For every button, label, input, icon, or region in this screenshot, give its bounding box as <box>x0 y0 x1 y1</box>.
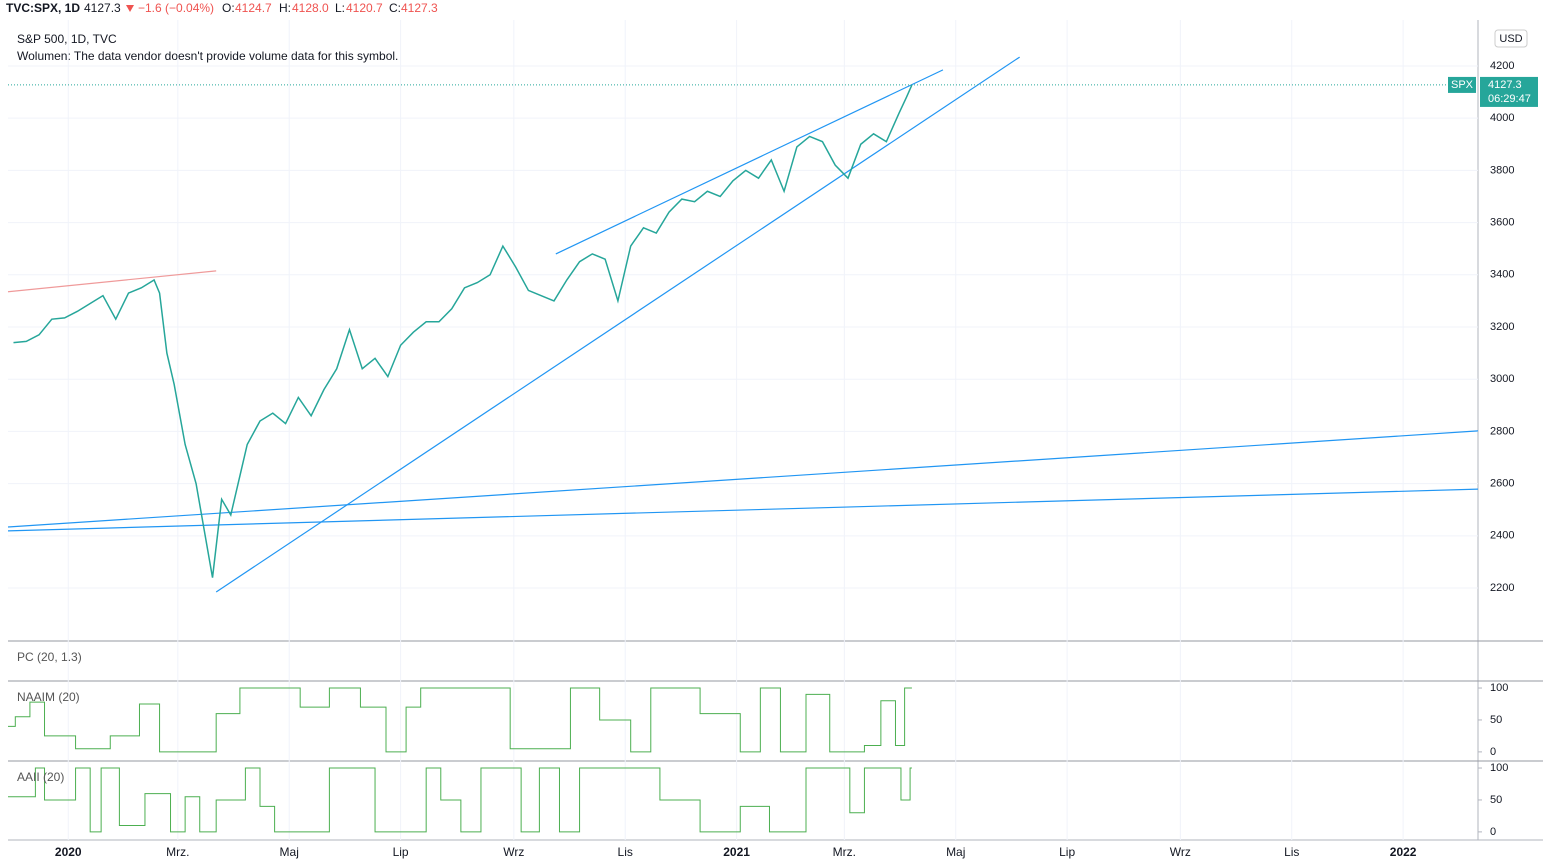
x-tick-label: 2021 <box>723 845 750 859</box>
ohlc-label: H: <box>279 1 291 15</box>
trendline <box>7 488 1479 532</box>
y-tick-label: 3400 <box>1490 269 1514 281</box>
volume-note: Wolumen: The data vendor doesn't provide… <box>17 49 398 63</box>
indicator-title: NAAIM (20) <box>17 690 80 704</box>
y-tick-label: 2400 <box>1490 530 1514 542</box>
symbol: TVC:SPX, 1D <box>6 1 80 15</box>
indicator-line <box>8 767 912 833</box>
y-tick-label: 50 <box>1490 794 1502 806</box>
y-tick-label: 4000 <box>1490 112 1514 124</box>
change: −1.6 (−0.04%) <box>138 1 214 15</box>
last-price: 4127.3 <box>84 1 121 15</box>
y-tick-label: 3000 <box>1490 373 1514 385</box>
down-arrow <box>126 5 134 12</box>
ohlc-value: 4120.7 <box>346 1 383 15</box>
price-tag-bg <box>1480 76 1538 107</box>
ohlc-label: C: <box>389 1 401 15</box>
x-tick-label: Maj <box>280 845 299 859</box>
y-tick-label: 2600 <box>1490 478 1514 490</box>
x-tick-label: Mrz. <box>833 845 856 859</box>
y-tick-label: 3600 <box>1490 216 1514 228</box>
y-tick-label: 2200 <box>1490 582 1514 594</box>
x-tick-label: Wrz <box>503 845 524 859</box>
x-tick-label: Wrz <box>1170 845 1191 859</box>
x-tick-label: Lip <box>1059 845 1075 859</box>
y-tick-label: 0 <box>1490 746 1496 758</box>
y-tick-label: 50 <box>1490 714 1502 726</box>
y-tick-label: 100 <box>1490 762 1508 774</box>
trendline <box>555 69 944 255</box>
x-tick-label: 2022 <box>1390 845 1417 859</box>
ohlc-label: O: <box>222 1 235 15</box>
indicator-title: AAII (20) <box>17 770 64 784</box>
ohlc-value: 4128.0 <box>292 1 329 15</box>
indicator-line <box>8 687 912 753</box>
y-tick-label: 4200 <box>1490 60 1514 72</box>
legend-title: S&P 500, 1D, TVC <box>17 32 117 46</box>
price-tag-symbol-bg <box>1448 76 1476 93</box>
x-tick-label: Lip <box>393 845 409 859</box>
currency[interactable]: USD <box>1499 33 1522 45</box>
x-tick-label: Mrz. <box>166 845 189 859</box>
trendline <box>7 430 1479 528</box>
ohlc-value: 4124.7 <box>235 1 272 15</box>
y-tick-label: 0 <box>1490 826 1496 838</box>
currency-button[interactable] <box>1494 29 1528 48</box>
price-tag-symbol: SPX <box>1451 79 1474 91</box>
y-tick-label: 3200 <box>1490 321 1514 333</box>
x-tick-label: Maj <box>946 845 965 859</box>
y-tick-label: 2800 <box>1490 425 1514 437</box>
y-tick-label: 3800 <box>1490 164 1514 176</box>
trendline <box>215 56 1020 593</box>
price-tag-value: 4127.3 <box>1488 79 1522 91</box>
x-tick-label: 2020 <box>55 845 82 859</box>
trendline <box>7 270 217 293</box>
ohlc-label: L: <box>335 1 345 15</box>
ohlc-value: 4127.3 <box>401 1 438 15</box>
price-tag-countdown: 06:29:47 <box>1488 93 1531 105</box>
header: TVC:SPX, 1D 4127.3 −1.6 (−0.04%) O: 4124… <box>6 1 438 15</box>
x-tick-label: Lis <box>618 845 633 859</box>
x-tick-label: Lis <box>1284 845 1299 859</box>
y-tick-label: 100 <box>1490 682 1508 694</box>
indicator-title: PC (20, 1.3) <box>17 650 82 664</box>
price-line <box>13 84 913 578</box>
